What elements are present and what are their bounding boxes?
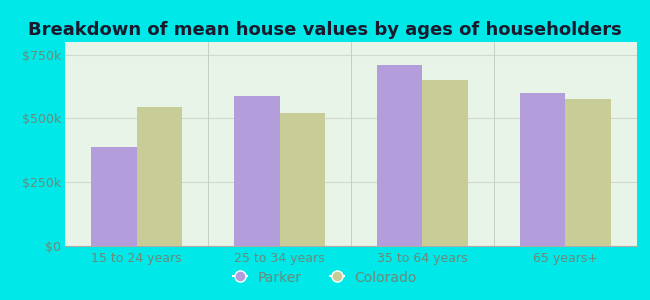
- Bar: [234, 95, 280, 246]
- Bar: [136, 107, 183, 246]
- Bar: [422, 80, 468, 246]
- Bar: [566, 99, 611, 246]
- Bar: [519, 93, 566, 246]
- Legend: Parker, Colorado: Parker, Colorado: [227, 265, 422, 290]
- Text: Breakdown of mean house values by ages of householders: Breakdown of mean house values by ages o…: [28, 21, 622, 39]
- Bar: [280, 113, 325, 246]
- Bar: [91, 146, 136, 246]
- Bar: [377, 65, 423, 246]
